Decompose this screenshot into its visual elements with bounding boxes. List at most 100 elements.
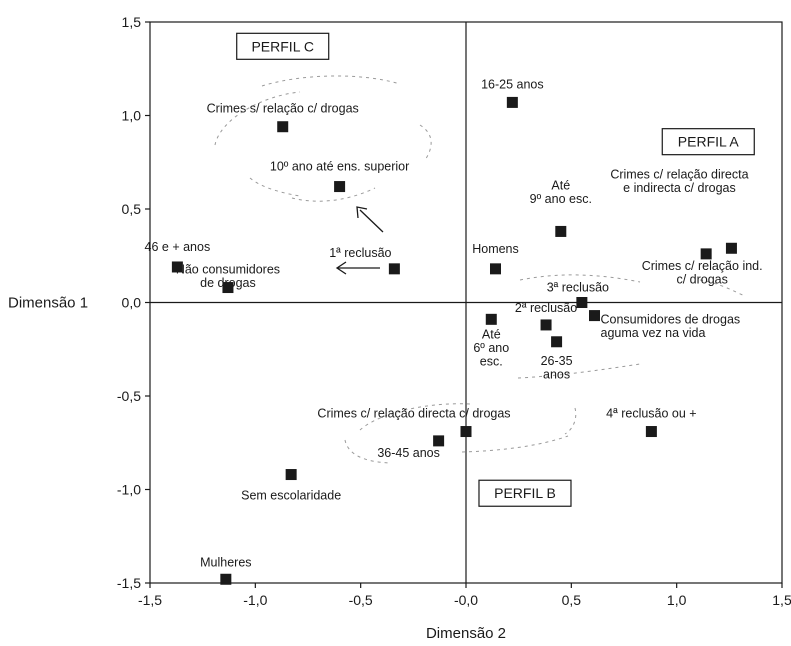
point-label: 16-25 anos: [481, 77, 544, 91]
x-tick-label: 0,5: [562, 592, 582, 608]
point-label: Crimes c/ relação ind.: [642, 259, 763, 273]
data-point: 36-45 anos: [377, 435, 445, 460]
x-tick-label: 1,5: [772, 592, 791, 608]
profile-box-label: PERFIL A: [678, 134, 740, 150]
point-marker: [485, 313, 497, 325]
point-marker: [489, 263, 501, 275]
profile-outline-sketches: [214, 75, 746, 464]
data-point: Homens: [472, 242, 519, 275]
point-label: anos: [543, 367, 570, 381]
profile-box-perfil-a: PERFIL A: [661, 128, 755, 156]
data-points: 16-25 anos Crimes s/ relação c/ drogas 10º…: [145, 77, 763, 585]
point-marker: [645, 426, 657, 438]
arrow-to-10-ano: [359, 209, 384, 233]
y-tick-label: 1,0: [122, 108, 142, 124]
point-marker: [700, 248, 712, 260]
data-point: Crimes c/ relação directa c/ drogas: [317, 407, 511, 438]
profile-labels: PERFIL C PERFIL A PERFIL B: [236, 32, 755, 507]
point-label: 46 e + anos: [145, 240, 211, 254]
y-tick-label: 0,5: [122, 201, 142, 217]
data-point: Crimes s/ relação c/ drogas: [207, 102, 359, 133]
point-marker: [725, 242, 737, 254]
point-marker: [551, 336, 563, 348]
data-point: Mulheres: [200, 555, 252, 585]
point-label: e indirecta c/ drogas: [623, 181, 736, 195]
point-label: aguma vez na vida: [601, 326, 706, 340]
profile-box-frame: [236, 32, 330, 60]
point-marker: [506, 96, 518, 108]
profile-box-label: PERFIL B: [494, 485, 556, 501]
profile-box-label: PERFIL C: [251, 38, 314, 54]
point-marker: [540, 319, 552, 331]
point-label: Sem escolaridade: [241, 489, 341, 503]
point-label: Não consumidores: [176, 263, 280, 277]
y-tick-label: 0,0: [122, 295, 142, 311]
x-tick-label: -0,5: [349, 592, 373, 608]
point-marker: [388, 263, 400, 275]
point-label: 36-45 anos: [377, 446, 440, 460]
point-label: Até: [482, 327, 501, 341]
data-point: 2ª reclusão: [515, 301, 577, 331]
point-label: 2ª reclusão: [515, 301, 577, 315]
point-label: Crimes c/ relação directa c/ drogas: [317, 407, 510, 421]
arrow-to-nao-consumidores-head: [335, 261, 347, 275]
point-label: 3ª reclusão: [547, 281, 609, 295]
data-point: 46 e + anos: [145, 240, 211, 273]
data-point: Crimes c/ relação ind.c/ drogas: [642, 248, 763, 286]
data-point: 3ª reclusão: [547, 281, 609, 308]
point-label: 1ª reclusão: [329, 246, 391, 260]
data-point: 16-25 anos: [481, 77, 544, 108]
point-marker: [460, 426, 472, 438]
x-tick-label: -0,0: [454, 592, 478, 608]
point-marker: [589, 310, 601, 322]
point-label: Crimes c/ relação directa: [610, 167, 748, 181]
point-label: 10º ano até ens. superior: [270, 160, 409, 174]
profile-box-frame: [661, 128, 755, 156]
data-point: 10º ano até ens. superior: [270, 160, 409, 193]
point-marker: [285, 469, 297, 481]
point-label: esc.: [480, 354, 503, 368]
point-label: 4ª reclusão ou +: [606, 407, 696, 421]
x-tick-label: -1,5: [138, 592, 162, 608]
data-point: 1ª reclusão: [329, 246, 400, 275]
data-point: 4ª reclusão ou +: [606, 407, 697, 438]
profile-box-frame: [478, 479, 572, 507]
point-marker: [334, 181, 346, 193]
point-label: Homens: [472, 242, 519, 256]
point-marker: [277, 121, 289, 133]
y-tick-label: -1,5: [117, 575, 141, 591]
x-tick-label: -1,0: [243, 592, 267, 608]
point-label: c/ drogas: [676, 272, 727, 286]
profile-box-perfil-c: PERFIL C: [236, 32, 330, 60]
data-point: Sem escolaridade: [241, 469, 341, 503]
point-marker: [433, 435, 445, 447]
x-axis-title: Dimensão 2: [426, 625, 506, 642]
point-label: Mulheres: [200, 555, 251, 569]
point-label: de drogas: [200, 276, 256, 290]
y-tick-label: -1,0: [117, 482, 141, 498]
y-tick-label: 1,5: [122, 14, 142, 30]
point-marker: [220, 573, 232, 585]
y-tick-label: -0,5: [117, 388, 141, 404]
annotation-arrows: [335, 206, 384, 275]
profile-box-perfil-b: PERFIL B: [478, 479, 572, 507]
point-label: Consumidores de drogas: [601, 313, 741, 327]
arrow-to-10-ano-head: [356, 206, 368, 219]
point-label: Crimes s/ relação c/ drogas: [207, 102, 359, 116]
x-tick-label: 1,0: [667, 592, 687, 608]
axes: -1,5 -1,0 -0,5 -0,0 0,5 1,0 1,5 1,5 1,0 0,5 0,0 -0,…: [8, 14, 791, 642]
point-label: 9º ano esc.: [530, 192, 592, 206]
point-marker: [171, 261, 183, 273]
point-marker: [555, 225, 567, 237]
point-marker: [222, 282, 234, 294]
y-axis-title: Dimensão 1: [8, 295, 88, 312]
point-marker: [576, 297, 588, 308]
point-label: 6º ano: [473, 341, 509, 355]
